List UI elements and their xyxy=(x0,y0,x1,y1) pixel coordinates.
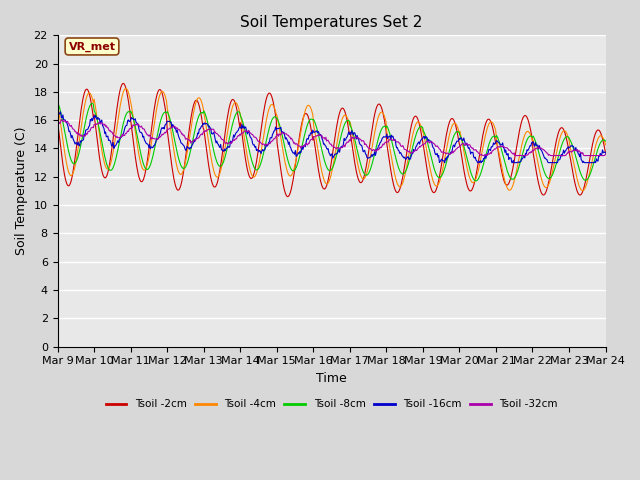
Text: VR_met: VR_met xyxy=(68,41,115,52)
Title: Soil Temperatures Set 2: Soil Temperatures Set 2 xyxy=(241,15,423,30)
Y-axis label: Soil Temperature (C): Soil Temperature (C) xyxy=(15,127,28,255)
X-axis label: Time: Time xyxy=(316,372,347,385)
Legend: Tsoil -2cm, Tsoil -4cm, Tsoil -8cm, Tsoil -16cm, Tsoil -32cm: Tsoil -2cm, Tsoil -4cm, Tsoil -8cm, Tsoi… xyxy=(102,396,562,414)
